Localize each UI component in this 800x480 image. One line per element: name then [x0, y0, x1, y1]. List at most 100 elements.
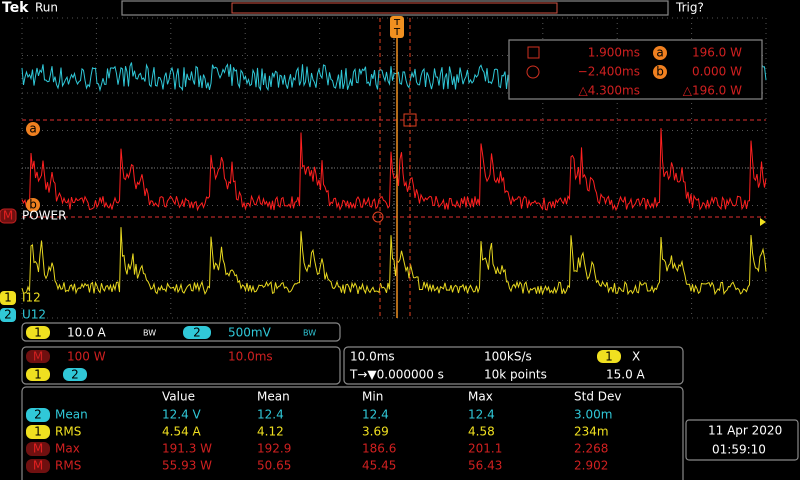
horizontal-box [343, 346, 684, 385]
trigger-marker-label: T [393, 18, 401, 29]
badge-label: 1 [34, 368, 42, 382]
measurement-value: 45.45 [362, 459, 396, 473]
measurement-value: 191.3 W [162, 442, 212, 456]
measurement-value: 3.69 [362, 425, 389, 439]
measurement-value: 192.9 [257, 442, 291, 456]
ch2-bw: BW [303, 329, 316, 338]
trigger-position: T→▼0.000000 s [349, 368, 444, 382]
channel-label: U12 [22, 308, 46, 322]
badge-label: 1 [605, 350, 613, 364]
measurement-value: 4.12 [257, 425, 284, 439]
measurement-value: 50.65 [257, 459, 291, 473]
cursor-badge [653, 65, 667, 79]
badge-label: 1 [34, 326, 42, 340]
cursor-time: △4.300ms [578, 84, 640, 98]
measurement-badge [26, 408, 50, 422]
cursor-square [403, 113, 417, 127]
measurement-value: 12.4 V [162, 408, 202, 422]
channel-badge-label: 1 [4, 291, 12, 305]
cursor-readout: 1.900ms a 196.0 W −2.400ms b 0.000 W △4.300ms △… [578, 46, 742, 98]
measurement-name: Max [55, 442, 80, 456]
ch1-scale: 10.0 A [67, 326, 107, 340]
brand: Tek [2, 0, 29, 16]
measurement-value: 55.93 W [162, 459, 212, 473]
channel-badge [0, 208, 17, 224]
trigger-level: 15.0 A [606, 368, 646, 382]
measurement-value: 12.4 [362, 408, 389, 422]
measurement-header: Value [162, 390, 195, 404]
channel-label: I12 [22, 291, 41, 305]
badge-label: 2 [71, 368, 79, 382]
measurement-value: 4.58 [468, 425, 495, 439]
time: 01:59:10 [712, 443, 766, 457]
measurement-badge [26, 425, 50, 439]
measurement-value: 12.4 [468, 408, 495, 422]
channel-labels: M POWER 1 I12 2 U12 [0, 208, 66, 322]
measurement-value: 4.54 A [162, 425, 202, 439]
measurement-header: Std Dev [574, 390, 621, 404]
measurement-value: 201.1 [468, 442, 502, 456]
measurement-badge-label: 2 [34, 408, 42, 422]
measurement-badge-label: M [33, 442, 43, 456]
measurement-box [21, 386, 684, 480]
channel-badge [0, 291, 16, 305]
math-scale: 100 W [67, 350, 106, 364]
record-window [231, 2, 558, 14]
badge [26, 350, 50, 363]
measurement-badge-label: 1 [34, 425, 42, 439]
measurement-header: Max [468, 390, 493, 404]
measurement-value: 3.00m [574, 408, 612, 422]
cursor-badge-label: a [656, 46, 663, 60]
badge [63, 368, 87, 381]
channel-badge-label: M [3, 209, 13, 223]
record-length: 10k points [484, 368, 547, 382]
cursor-readout-box [508, 39, 763, 100]
cursor-badge [653, 46, 667, 60]
math-box [21, 346, 341, 385]
cursor-circle [372, 211, 384, 223]
sample-rate: 100kS/s [484, 350, 532, 364]
measurement-name: RMS [55, 459, 81, 473]
measurement-value: 56.43 [468, 459, 502, 473]
cursor-b-label: b [29, 198, 37, 212]
measurement-badge-label: M [33, 459, 43, 473]
ch1-trace [21, 227, 767, 296]
cursor-icon [527, 46, 540, 59]
cursor-value: 0.000 W [692, 65, 742, 79]
cursor-icon [526, 65, 540, 79]
badge [26, 368, 50, 381]
math-time: 10.0ms [228, 350, 273, 364]
run-status: Run [35, 1, 58, 15]
measurement-header: Mean [257, 390, 290, 404]
cursor-time: 1.900ms [588, 46, 640, 60]
measurement-header: Min [362, 390, 383, 404]
trigger-status: Trig? [675, 1, 704, 15]
cursor-badge-label: b [656, 65, 664, 79]
measurement-badge [26, 459, 50, 473]
channel-badge [0, 308, 16, 322]
record-bar [121, 0, 669, 16]
badge-label: 2 [193, 326, 201, 340]
cursor-value: △196.0 W [683, 84, 742, 98]
cursor-value: 196.0 W [692, 46, 742, 60]
ch1-bw: BW [143, 329, 156, 338]
channel-badge-label: 2 [4, 308, 12, 322]
cursor-a-marker [26, 122, 40, 136]
measurement-value: 12.4 [257, 408, 284, 422]
datetime-box [685, 419, 799, 461]
cursor-b-marker [26, 198, 40, 212]
measurement-value: 234m [574, 425, 609, 439]
measurement-name: RMS [55, 425, 81, 439]
measurement-value: 2.902 [574, 459, 608, 473]
trigger-level-marker [760, 218, 766, 226]
measurement-value: 2.268 [574, 442, 608, 456]
trigger-slope: X [632, 350, 640, 364]
cursor-time: −2.400ms [578, 65, 640, 79]
trigger-marker-label: T [393, 27, 401, 38]
measurement-badge [26, 442, 50, 456]
date: 11 Apr 2020 [708, 424, 782, 438]
measurement-value: 186.6 [362, 442, 396, 456]
math-trace [21, 128, 767, 212]
trigger-marker [390, 25, 404, 38]
